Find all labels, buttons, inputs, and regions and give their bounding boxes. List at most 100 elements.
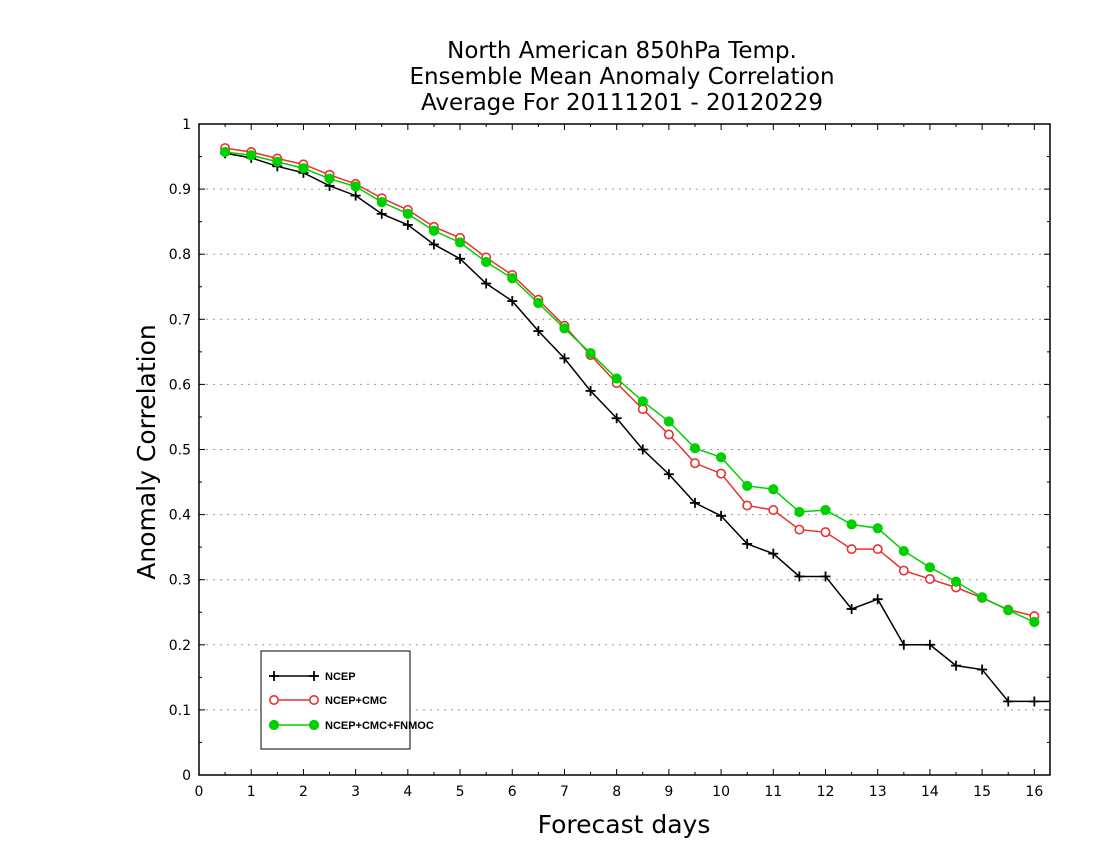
x-tick-label: 7 (560, 784, 569, 800)
data-point (1003, 605, 1014, 616)
data-point (350, 190, 361, 201)
series-line (225, 151, 1035, 623)
data-point (794, 506, 805, 518)
data-point (611, 413, 622, 424)
data-point (220, 146, 231, 158)
data-point (689, 497, 700, 508)
x-axis-ticks: 0 1 2 3 4 5 6 7 8 9 10 11 12 13 14 15 16 (195, 124, 1043, 800)
data-point (768, 548, 779, 559)
data-point (428, 225, 440, 236)
x-tick-label: 14 (921, 784, 939, 800)
data-point (872, 594, 883, 605)
x-tick-label: 11 (764, 784, 782, 800)
data-point (428, 239, 439, 250)
legend-marker (269, 671, 279, 681)
data-point (794, 571, 805, 582)
y-tick-label: 0.1 (169, 703, 191, 719)
series-ncep-cmc-fnmoc (220, 146, 1040, 628)
data-point (768, 484, 779, 495)
data-point (663, 416, 674, 427)
data-point (742, 480, 753, 492)
data-point (454, 237, 466, 248)
data-point (846, 544, 857, 555)
data-point (716, 510, 727, 521)
y-axis-ticks: 0 0.1 0.2 0.3 0.4 0.5 0.6 0.7 0.8 0.9 1 (169, 117, 1050, 784)
legend-item: NCEP (269, 671, 356, 683)
x-tick-label: 3 (351, 784, 360, 800)
y-tick-label: 0.2 (169, 638, 191, 654)
x-tick-label: 16 (1025, 784, 1043, 800)
chart-title: North American 850hPa Temp. Ensemble Mea… (409, 38, 834, 116)
x-tick-label: 10 (712, 784, 730, 800)
y-tick-label: 0.3 (169, 573, 191, 589)
data-point (376, 197, 387, 208)
data-point (872, 544, 883, 555)
data-point (898, 565, 909, 576)
legend-marker (308, 719, 320, 731)
data-point (507, 273, 518, 284)
legend-marker (268, 694, 279, 705)
legend-label: NCEP+CMC+FNMOC (325, 720, 434, 732)
y-tick-label: 1 (182, 117, 191, 133)
data-point (559, 353, 570, 364)
data-point (559, 323, 570, 334)
data-point (637, 396, 648, 407)
y-tick-label: 0.5 (169, 443, 191, 459)
data-point (1003, 696, 1014, 707)
y-axis-title: Anomaly Correlation (132, 324, 161, 579)
data-point (402, 208, 413, 219)
data-point (1029, 616, 1040, 628)
data-point (846, 519, 857, 530)
data-point (951, 660, 962, 671)
x-tick-label: 8 (612, 784, 621, 800)
data-point (742, 538, 753, 549)
data-point (585, 385, 596, 396)
legend-label: NCEP+CMC (325, 695, 387, 707)
x-tick-label: 1 (247, 784, 256, 800)
data-point (402, 219, 413, 230)
x-tick-label: 4 (403, 784, 412, 800)
data-point (324, 173, 335, 184)
data-point (1029, 696, 1040, 707)
y-tick-label: 0.4 (169, 508, 191, 524)
data-point (924, 562, 936, 573)
data-point (272, 156, 283, 167)
legend-marker (268, 719, 280, 731)
series-line (224, 147, 1035, 617)
y-tick-label: 0.8 (169, 247, 191, 263)
data-point (768, 505, 779, 516)
data-point (977, 664, 988, 675)
y-tick-label: 0 (182, 768, 191, 784)
data-point (820, 527, 831, 538)
data-point (533, 297, 544, 309)
data-point (794, 524, 805, 535)
data-point (846, 603, 857, 614)
data-point (481, 256, 492, 268)
data-point (611, 373, 622, 384)
series-lines (220, 143, 1050, 707)
x-tick-label: 6 (508, 784, 517, 800)
y-tick-label: 0.9 (169, 182, 191, 198)
data-point (924, 574, 935, 585)
data-point (977, 592, 988, 603)
y-tick-label: 0.7 (169, 312, 191, 328)
data-point (898, 545, 909, 557)
data-point (820, 571, 831, 582)
series-ncep (220, 148, 1050, 707)
x-tick-label: 15 (973, 784, 991, 800)
chart-title-line-3: Average For 20111201 - 20120229 (421, 90, 823, 116)
legend-marker (309, 671, 319, 681)
legend: NCEP NCEP+CMC NCEP+CMC+FNMOC (260, 650, 434, 750)
x-tick-label: 2 (299, 784, 308, 800)
legend-label: NCEP (325, 671, 356, 683)
legend-marker (308, 694, 319, 705)
x-tick-label: 0 (195, 784, 204, 800)
data-point (298, 163, 309, 174)
data-point (533, 326, 544, 337)
data-point (481, 278, 492, 289)
data-point (507, 296, 518, 307)
data-point (872, 523, 883, 534)
data-point (716, 468, 727, 479)
legend-item: NCEP+CMC (268, 694, 387, 707)
